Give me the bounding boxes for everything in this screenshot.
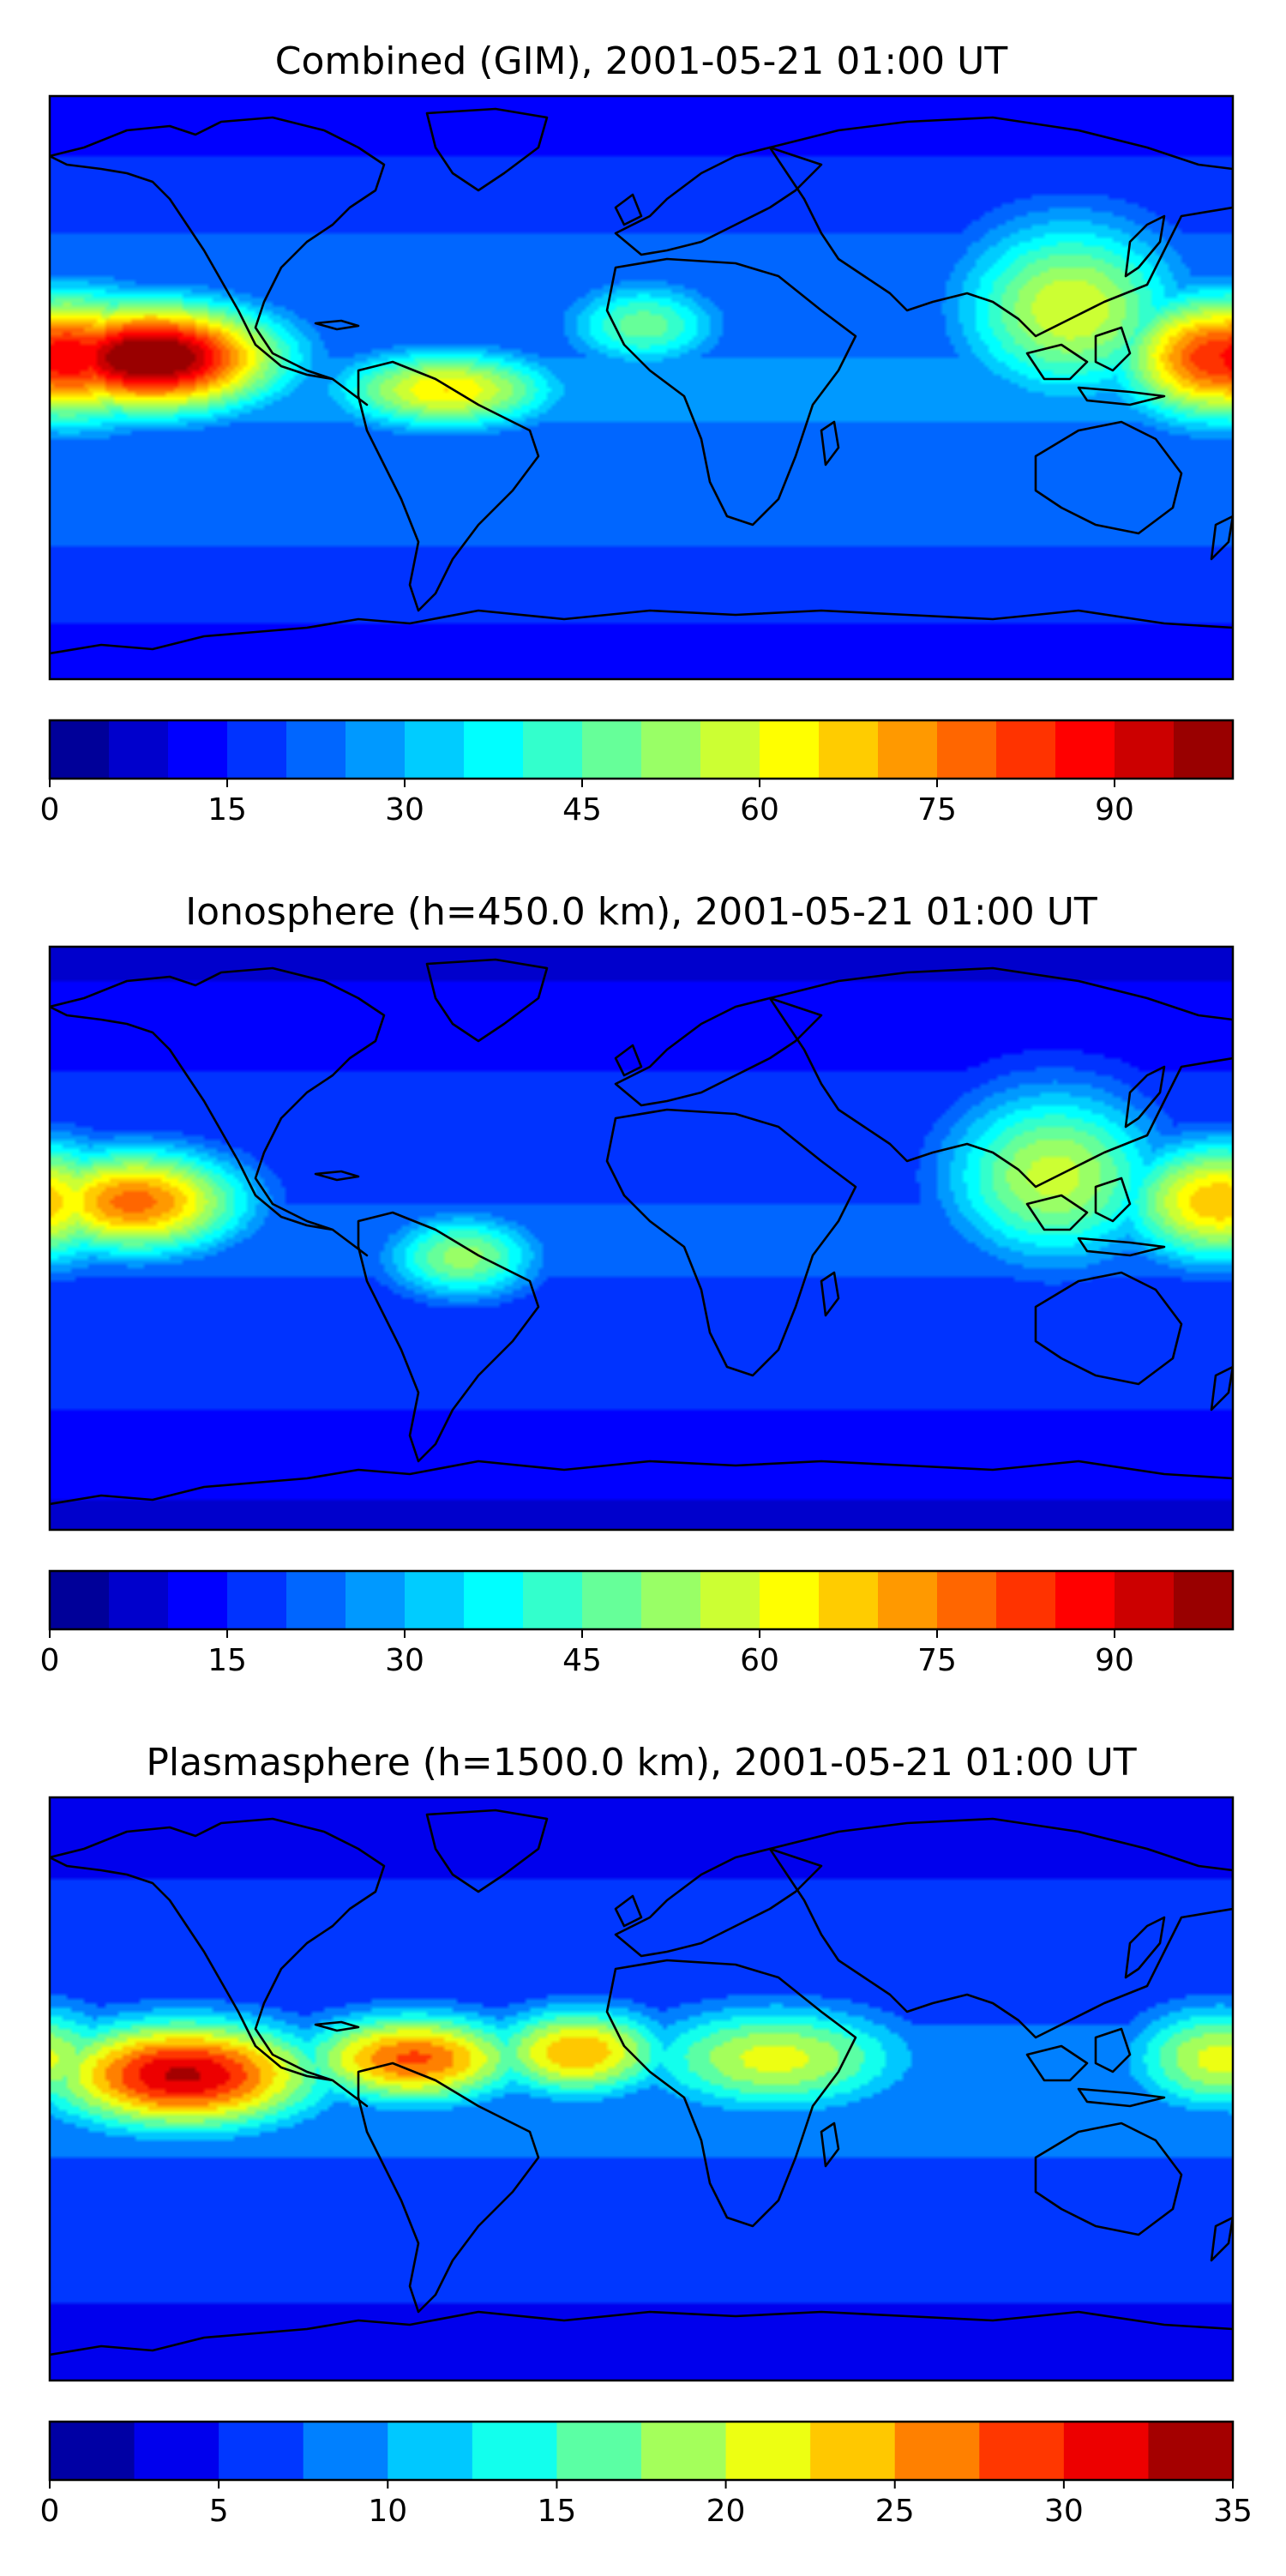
colorbar-tick-label: 60	[740, 1643, 779, 1678]
colorbar-segment	[641, 1571, 701, 1629]
colorbar-segment	[894, 2422, 980, 2480]
colorbar-segment	[996, 720, 1056, 779]
colorbar-segment	[523, 720, 583, 779]
colorbar-segment	[819, 1571, 879, 1629]
colorbar-segment	[286, 720, 346, 779]
colorbar-segment	[109, 1571, 169, 1629]
colorbar-tick-label: 5	[209, 2494, 229, 2529]
colorbar-segment	[760, 720, 820, 779]
colorbar-segment	[464, 1571, 524, 1629]
colorbar-segment	[1063, 2422, 1150, 2480]
colorbar-segment	[50, 2422, 135, 2480]
colorbar-segment	[523, 1571, 583, 1629]
panel-title: Combined (GIM), 2001-05-21 01:00 UT	[275, 39, 1008, 83]
colorbar-tick-label: 75	[917, 792, 957, 828]
colorbar-tick-label: 30	[385, 792, 424, 828]
colorbar-segment	[760, 1571, 820, 1629]
map-panel-plasmasphere	[48, 1796, 1235, 2382]
colorbar-segment	[725, 2422, 811, 2480]
colorbar-tick-label: 30	[385, 1643, 424, 1678]
map-panel-ionosphere	[48, 945, 1235, 1532]
colorbar-segment	[50, 1571, 110, 1629]
colorbar-segment	[641, 2422, 727, 2480]
colorbar-ionosphere: 0 15 30 45 60 75 90	[40, 1569, 1235, 1678]
colorbar-segment	[346, 720, 406, 779]
colorbar-tick-label: 0	[40, 2494, 60, 2529]
colorbar-tick-label: 75	[917, 1643, 957, 1678]
colorbar-segment	[700, 1571, 760, 1629]
tec-field	[50, 947, 1233, 1530]
colorbar-tick-label: 90	[1095, 792, 1134, 828]
colorbar-tick-label: 60	[740, 792, 779, 828]
colorbar-segment	[168, 720, 228, 779]
colorbar-segment	[937, 720, 997, 779]
colorbar-segment	[388, 2422, 473, 2480]
colorbar-frame	[48, 719, 1235, 780]
colorbar-segment	[878, 1571, 938, 1629]
colorbar-segment	[219, 2422, 304, 2480]
colorbar-segment	[979, 2422, 1065, 2480]
colorbar-segment	[1055, 720, 1115, 779]
map-frame	[48, 945, 1235, 1532]
colorbar-segment	[286, 1571, 346, 1629]
tec-field	[50, 1797, 1233, 2380]
colorbar-frame	[48, 2420, 1235, 2482]
panel-title: Ionosphere (h=450.0 km), 2001-05-21 01:0…	[185, 890, 1097, 934]
colorbar-segment	[1055, 1571, 1115, 1629]
colorbar-tick-label: 20	[706, 2494, 746, 2529]
colorbar-segment	[346, 1571, 406, 1629]
colorbar-segment	[937, 1571, 997, 1629]
colorbar-frame	[48, 1569, 1235, 1631]
colorbar-tick-label: 15	[207, 792, 247, 828]
colorbar-segment	[582, 1571, 642, 1629]
colorbar-segment	[1115, 720, 1175, 779]
colorbar-segment	[556, 2422, 642, 2480]
colorbar-segment	[227, 1571, 287, 1629]
colorbar-segment	[582, 720, 642, 779]
colorbar-tick-label: 30	[1044, 2494, 1084, 2529]
colorbar-segment	[819, 720, 879, 779]
colorbar-segment	[472, 2422, 558, 2480]
colorbar-combined: 0 15 30 45 60 75 90	[40, 719, 1235, 828]
colorbar-segment	[1174, 720, 1234, 779]
colorbar-segment	[134, 2422, 219, 2480]
colorbar-segment	[810, 2422, 896, 2480]
colorbar-tick-label: 45	[562, 1643, 602, 1678]
colorbar-tick-label: 25	[875, 2494, 915, 2529]
colorbar-segment	[464, 720, 524, 779]
colorbar-tick-label: 0	[40, 1643, 60, 1678]
colorbar-segment	[405, 1571, 465, 1629]
colorbar-segment	[1174, 1571, 1234, 1629]
map-frame	[48, 1796, 1235, 2382]
colorbar-tick-label: 90	[1095, 1643, 1134, 1678]
colorbar-tick-label: 15	[538, 2494, 577, 2529]
panel-title: Plasmasphere (h=1500.0 km), 2001-05-21 0…	[146, 1741, 1136, 1785]
colorbar-segment	[303, 2422, 388, 2480]
map-frame	[48, 94, 1235, 681]
colorbar-segment	[1115, 1571, 1175, 1629]
colorbar-plasmasphere: 0 5 10 15 20 25 30 35	[40, 2420, 1253, 2529]
colorbar-segment	[50, 720, 110, 779]
colorbar-segment	[227, 720, 287, 779]
colorbar-segment	[878, 720, 938, 779]
colorbar-segment	[1148, 2422, 1234, 2480]
colorbar-segment	[168, 1571, 228, 1629]
colorbar-segment	[700, 720, 760, 779]
colorbar-tick-label: 45	[562, 792, 602, 828]
colorbar-segment	[641, 720, 701, 779]
colorbar-segment	[405, 720, 465, 779]
colorbar-tick-label: 15	[207, 1643, 247, 1678]
colorbar-tick-label: 35	[1213, 2494, 1253, 2529]
colorbar-segment	[109, 720, 169, 779]
colorbar-segment	[996, 1571, 1056, 1629]
colorbar-tick-label: 10	[368, 2494, 407, 2529]
colorbar-tick-label: 0	[40, 792, 60, 828]
tec-field	[50, 96, 1233, 679]
map-panel-combined	[48, 94, 1235, 681]
